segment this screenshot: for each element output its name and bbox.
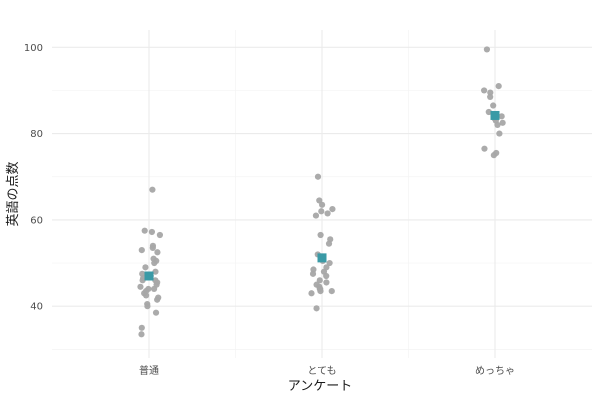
data-point [324, 210, 331, 217]
data-point [144, 303, 151, 310]
data-point [495, 83, 502, 90]
data-point [150, 285, 158, 293]
data-point [487, 89, 494, 96]
data-point [143, 292, 150, 299]
data-point [498, 113, 505, 120]
data-point [483, 46, 491, 53]
data-point [152, 309, 160, 316]
x-tick-labels: 普通 とても めっちゃ [139, 364, 515, 377]
x-axis-title: アンケート [288, 379, 352, 394]
data-point [490, 152, 497, 159]
data-point [154, 249, 161, 256]
data-point [318, 208, 325, 215]
mean-marker [490, 110, 500, 120]
y-axis-title: 英語の点数 [5, 161, 21, 226]
data-point [323, 279, 330, 286]
data-point [138, 324, 145, 331]
mean-marker [317, 253, 327, 263]
data-point [151, 259, 158, 267]
y-tick-label: 100 [24, 43, 43, 54]
data-point [137, 283, 144, 290]
x-tick-label: 普通 [139, 364, 159, 377]
data-point [149, 186, 156, 193]
data-point [142, 264, 149, 271]
data-point [487, 93, 494, 100]
data-point [152, 268, 159, 275]
y-tick-label: 60 [30, 215, 43, 226]
data-point [481, 87, 488, 94]
data-point [139, 277, 146, 284]
data-point [325, 240, 333, 247]
y-tick-label: 40 [30, 302, 43, 313]
data-point [316, 277, 323, 284]
data-point [485, 108, 492, 116]
data-point [138, 247, 145, 254]
data-point [149, 244, 156, 252]
data-point [494, 121, 501, 129]
data-point [309, 270, 317, 277]
data-point [313, 305, 320, 312]
data-point [499, 119, 506, 126]
data-point [138, 331, 145, 338]
data-point [317, 231, 324, 239]
mean-marker [144, 271, 154, 281]
x-tick-label: めっちゃ [475, 365, 515, 377]
data-point [156, 231, 164, 239]
data-point [323, 272, 330, 280]
data-point [312, 212, 320, 219]
data-point [496, 130, 503, 137]
data-point [148, 228, 156, 236]
data-point [329, 206, 336, 213]
grid [52, 30, 592, 358]
y-tick-label: 80 [30, 129, 43, 140]
y-tick-labels: 40 60 80 100 [24, 43, 43, 313]
data-point [318, 201, 326, 208]
mean-markers [144, 110, 500, 281]
data-point [314, 173, 322, 180]
data-point [317, 288, 324, 295]
data-point [481, 145, 488, 152]
data-point [154, 296, 161, 303]
data-point [328, 288, 335, 295]
x-tick-label: とても [307, 365, 336, 377]
data-point [490, 102, 497, 109]
data-point [308, 290, 315, 297]
data-point [326, 259, 333, 267]
data-point [141, 227, 148, 234]
